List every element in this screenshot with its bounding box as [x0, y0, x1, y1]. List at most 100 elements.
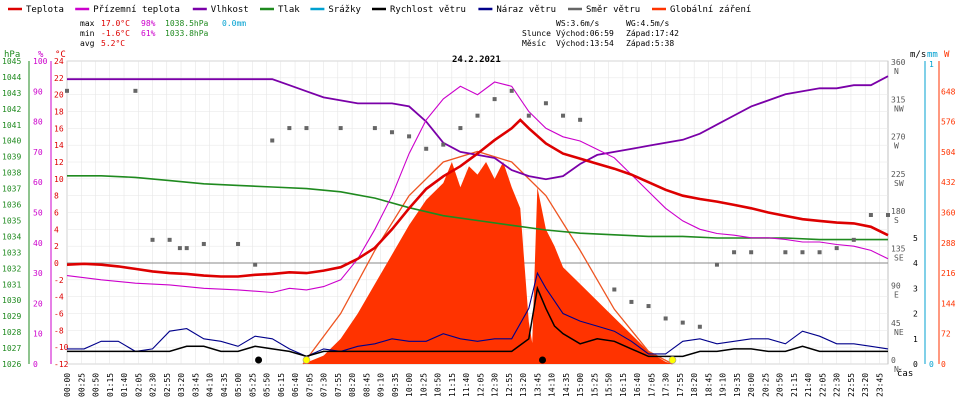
time-tick-label: 16:40	[633, 373, 642, 397]
legend-label: Přízemní teplota	[93, 5, 180, 15]
legend-label: Teplota	[26, 5, 64, 15]
direction-tick: 45	[891, 319, 901, 328]
time-tick-label: 19:10	[719, 373, 728, 397]
temperature-tick: -6	[54, 310, 64, 319]
time-tick-label: 01:40	[120, 373, 129, 397]
time-tick-label: 02:55	[163, 373, 172, 397]
radiation-tick: 648	[941, 87, 956, 96]
time-tick-label: 15:00	[576, 373, 585, 397]
time-tick-label: 19:35	[733, 373, 742, 397]
stat-label: max	[80, 19, 95, 28]
wind-direction-point	[886, 213, 890, 217]
time-tick-label: 16:15	[619, 373, 628, 397]
temperature-tick: 24	[54, 57, 64, 66]
wind-direction-point	[783, 250, 788, 255]
wind-direction-point	[338, 126, 343, 131]
stat-temp: 17.0°C	[101, 19, 130, 28]
wind-direction-point	[407, 134, 412, 139]
pressure-tick: 1031	[2, 280, 21, 289]
time-tick-label: 02:30	[149, 373, 158, 397]
pressure-tick: 1028	[2, 328, 21, 337]
humidity-tick: 10	[33, 330, 43, 339]
sun-set: Západ:17:42	[626, 29, 679, 38]
pressure-tick: 1035	[2, 216, 21, 225]
temperature-tick: 4	[54, 225, 59, 234]
clear-sky-line	[302, 150, 673, 365]
temperature-tick: 2	[54, 242, 59, 251]
chart-title: 24.2.2021	[452, 55, 501, 65]
direction-tick: 180	[891, 207, 906, 216]
wind-direction-point	[475, 113, 480, 118]
temperature-unit: °C	[55, 50, 66, 60]
radiation-tick: 504	[941, 148, 956, 157]
time-tick-label: 10:25	[419, 373, 428, 397]
time-tick-label: 09:10	[377, 373, 386, 397]
humidity-tick: 100	[33, 57, 48, 66]
time-tick-label: 13:45	[533, 373, 542, 397]
wind-direction-point	[389, 130, 394, 135]
sun-label: Slunce	[522, 29, 551, 38]
time-tick-label: 12:30	[491, 373, 500, 397]
humidity-tick: 0	[33, 360, 38, 369]
time-tick-label: 00:50	[92, 373, 101, 397]
time-tick-label: 23:20	[861, 373, 870, 397]
wind-direction-point	[492, 97, 497, 102]
wind-direction-point	[509, 88, 514, 93]
wind-direction-point	[629, 299, 634, 304]
pressure-tick: 1043	[2, 89, 21, 98]
pressure-tick: 1027	[2, 344, 21, 353]
wind-speed-tick: 2	[913, 310, 918, 319]
time-tick-label: 14:10	[548, 373, 557, 397]
wind-direction-point	[270, 138, 275, 143]
rain-tick: 1	[929, 60, 934, 69]
wind-direction-point	[441, 142, 446, 147]
wind-direction-point	[201, 241, 206, 246]
direction-letter: N	[894, 67, 899, 76]
wind-speed-tick: 3	[913, 284, 918, 293]
temperature-tick: 8	[54, 192, 59, 201]
time-tick-label: 14:35	[562, 373, 571, 397]
temperature-tick: -12	[54, 360, 69, 369]
temperature-tick: 16	[54, 124, 64, 133]
stat-temp: -1.6°C	[101, 29, 130, 38]
wind-direction-point	[714, 262, 719, 267]
pressure-tick: 1037	[2, 185, 21, 194]
radiation-tick: 288	[941, 239, 956, 248]
wind-direction-point	[749, 250, 754, 255]
wind-direction-point	[834, 246, 839, 251]
wind-speed-tick: 5	[913, 234, 918, 243]
time-tick-label: 09:35	[391, 373, 400, 397]
wind-direction-point	[561, 113, 566, 118]
wind-direction-point	[458, 126, 463, 131]
time-tick-label: 22:30	[833, 373, 842, 397]
pressure-unit: hPa	[4, 50, 20, 60]
pressure-tick: 1045	[2, 57, 21, 66]
wind-direction-point	[612, 287, 617, 292]
stat-label: avg	[80, 39, 95, 48]
moon-rise: Východ:13:54	[556, 39, 614, 48]
stat-rain: 0.0mm	[222, 19, 246, 28]
wind-direction-point	[851, 237, 856, 242]
pressure-tick: 1041	[2, 121, 21, 130]
direction-letter: SE	[894, 253, 904, 262]
moonset-marker	[255, 356, 263, 364]
time-tick-label: 18:20	[690, 373, 699, 397]
humidity-tick: 30	[33, 269, 43, 278]
time-tick-label: 23:45	[875, 373, 884, 397]
wind-direction-point	[800, 250, 805, 255]
time-tick-label: 17:05	[647, 373, 656, 397]
direction-letter: NE	[894, 328, 904, 337]
time-tick-label: 04:10	[206, 373, 215, 397]
wind-direction-point	[253, 262, 258, 267]
humidity-tick: 60	[33, 178, 43, 187]
time-tick-label: 11:15	[448, 373, 457, 397]
wind-direction-point	[184, 246, 189, 251]
stat-temp: 5.2°C	[101, 39, 125, 48]
humidity-tick: 80	[33, 118, 43, 127]
temperature-line	[66, 118, 889, 278]
temperature-tick: 20	[54, 91, 64, 100]
time-tick-label: 17:55	[676, 373, 685, 397]
radiation-area	[303, 162, 673, 364]
time-tick-label: 03:20	[177, 373, 186, 397]
